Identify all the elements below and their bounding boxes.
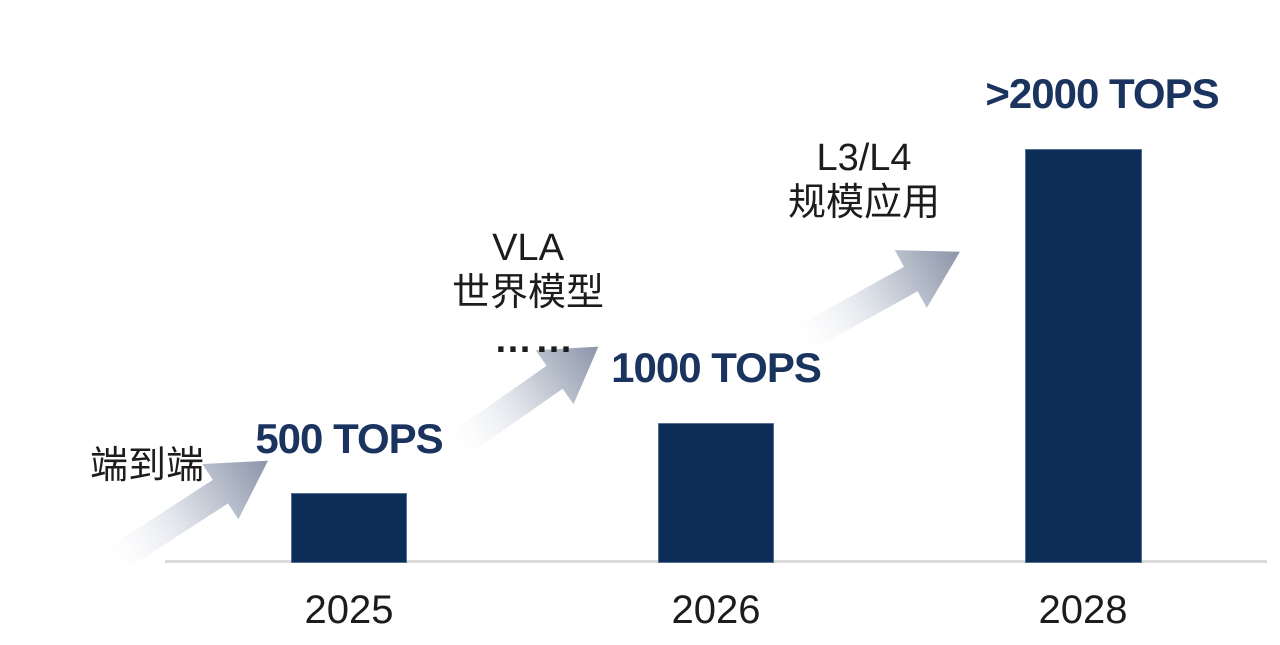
annotation-vla-world-model: VLA 世界模型 bbox=[452, 226, 604, 316]
value-label-2000-tops: >2000 TOPS bbox=[985, 70, 1219, 117]
annotation-l3-l4-scale: L3/L4 规模应用 bbox=[788, 136, 940, 226]
annotation-line: 端到端 bbox=[89, 445, 205, 487]
up-right-arrow-icon bbox=[104, 460, 268, 574]
growth-arrow-to-1000tops bbox=[432, 314, 621, 480]
annotation-line: 世界模型 bbox=[451, 272, 605, 314]
annotation-line: 规模应用 bbox=[787, 182, 941, 224]
ellipsis-dots: …… bbox=[494, 319, 576, 361]
growth-arrow-to-2000tops bbox=[780, 217, 980, 376]
annotation-line: VLA bbox=[492, 227, 564, 269]
value-label-1000-tops: 1000 TOPS bbox=[611, 344, 822, 391]
annotation-line: L3/L4 bbox=[816, 137, 912, 179]
up-right-arrow-icon bbox=[446, 346, 599, 459]
bar-2025 bbox=[291, 493, 407, 563]
bar-2026 bbox=[658, 423, 774, 563]
value-label-500-tops: 500 TOPS bbox=[255, 415, 443, 462]
category-label-2028: 2028 bbox=[1038, 588, 1128, 632]
bar-2028 bbox=[1025, 149, 1142, 563]
up-right-arrow-icon bbox=[792, 250, 960, 354]
category-label-2026: 2026 bbox=[671, 588, 761, 632]
category-label-2025: 2025 bbox=[304, 588, 394, 632]
growth-arrow-to-500tops bbox=[90, 427, 290, 595]
annotation-end-to-end: 端到端 bbox=[90, 444, 204, 489]
